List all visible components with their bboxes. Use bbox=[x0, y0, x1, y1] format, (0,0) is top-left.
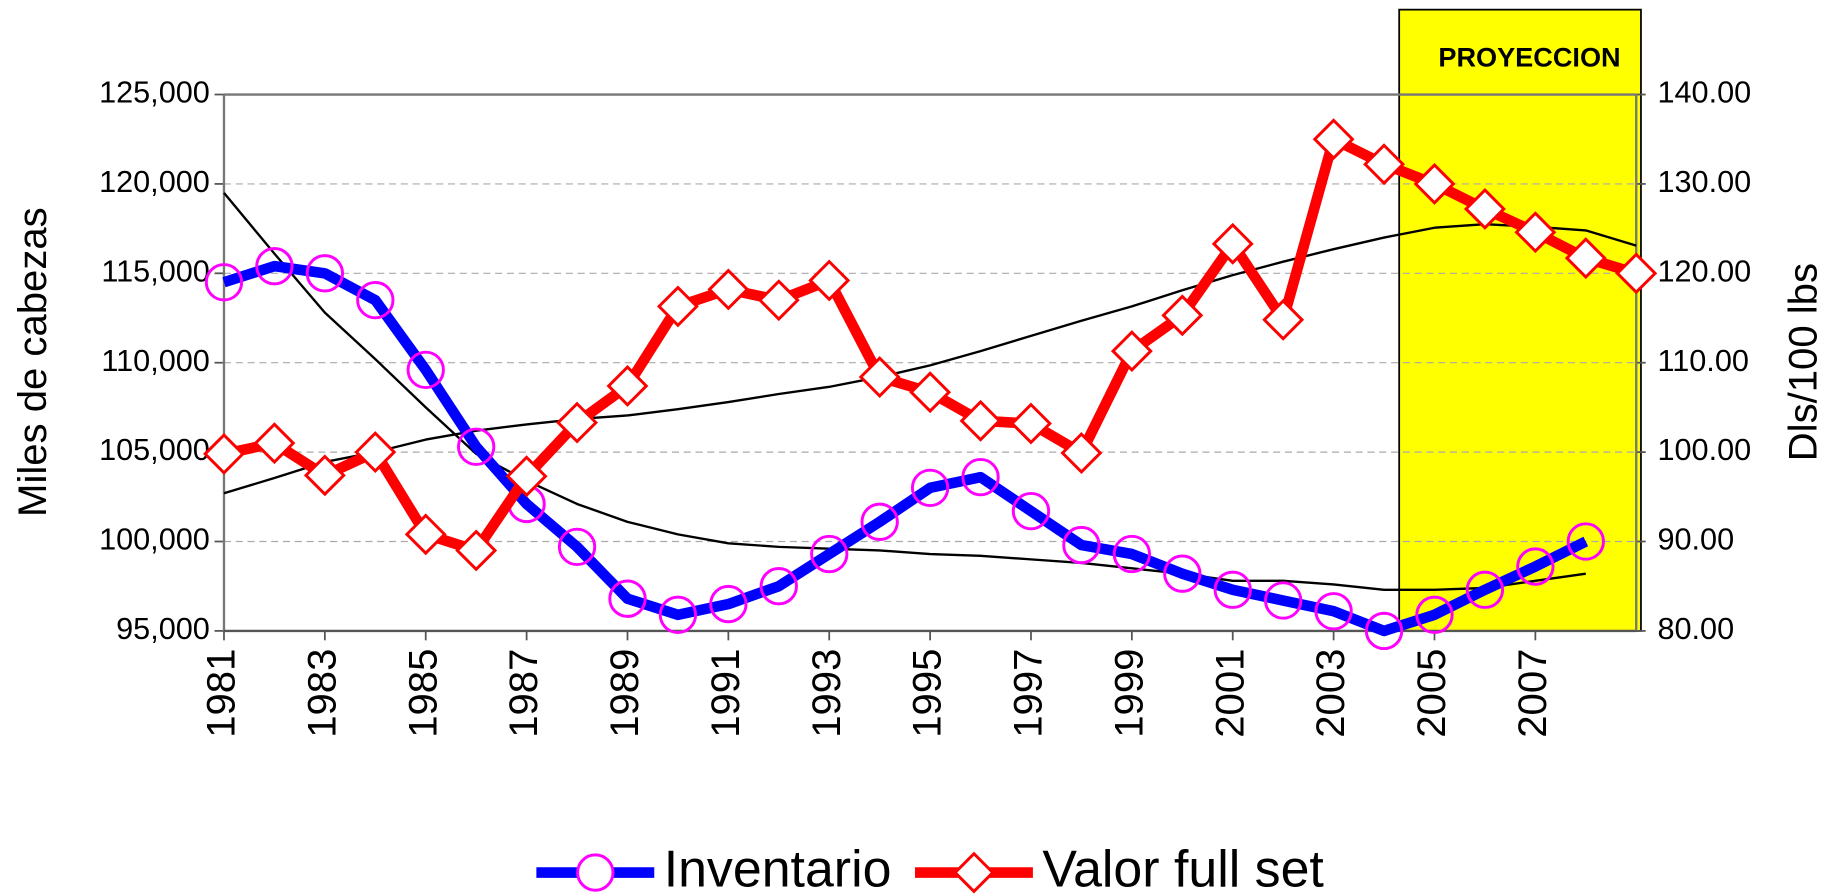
legend-marker bbox=[576, 853, 615, 892]
legend-label: Inventario bbox=[664, 839, 892, 894]
y2-tick-label: 100.00 bbox=[1657, 433, 1751, 467]
y-tick-label: 105,000 bbox=[99, 433, 210, 467]
projection-band bbox=[1398, 8, 1642, 632]
point-marker bbox=[1413, 162, 1456, 205]
x-tick-label: 1987 bbox=[502, 649, 546, 738]
point-marker bbox=[707, 268, 750, 311]
point-marker bbox=[1213, 570, 1252, 609]
y2-tick-label: 120.00 bbox=[1657, 254, 1751, 288]
point-marker bbox=[959, 399, 1002, 442]
y2-axis-title: Dls/100 lbs bbox=[1782, 263, 1826, 461]
point-marker bbox=[303, 454, 346, 497]
x-tick-label: 1985 bbox=[401, 649, 445, 738]
point-marker bbox=[1264, 581, 1303, 620]
legend-marker bbox=[953, 851, 995, 894]
point-marker bbox=[860, 502, 899, 541]
point-marker bbox=[557, 527, 597, 567]
point-marker bbox=[1364, 611, 1404, 651]
point-marker bbox=[1415, 595, 1454, 634]
x-tick-label: 1991 bbox=[704, 649, 748, 738]
point-marker bbox=[1566, 522, 1605, 561]
x-tick-label: 1997 bbox=[1007, 649, 1051, 738]
point-marker bbox=[305, 254, 345, 293]
point-marker bbox=[455, 529, 498, 572]
point-marker bbox=[1514, 211, 1557, 254]
y-tick-label: 120,000 bbox=[99, 165, 210, 199]
point-marker bbox=[204, 263, 244, 302]
point-marker bbox=[1062, 525, 1101, 565]
projection-label: PROYECCION bbox=[1438, 41, 1620, 72]
y-tick-label: 125,000 bbox=[99, 76, 210, 110]
point-marker bbox=[910, 468, 950, 508]
point-marker bbox=[457, 427, 496, 466]
point-marker bbox=[656, 285, 699, 328]
point-marker bbox=[1564, 237, 1607, 280]
y2-tick-label: 130.00 bbox=[1657, 165, 1751, 199]
point-marker bbox=[1615, 252, 1658, 295]
point-marker bbox=[658, 595, 698, 634]
y2-tick-label: 80.00 bbox=[1657, 612, 1734, 646]
point-marker bbox=[810, 534, 849, 574]
point-marker bbox=[505, 455, 548, 498]
y-tick-label: 100,000 bbox=[99, 523, 210, 557]
point-marker bbox=[759, 567, 798, 606]
point-marker bbox=[1011, 491, 1051, 531]
point-marker bbox=[253, 422, 296, 465]
point-marker bbox=[354, 431, 397, 474]
point-marker bbox=[757, 279, 800, 322]
x-tick-label: 1993 bbox=[805, 649, 849, 738]
y2-tick-label: 140.00 bbox=[1657, 76, 1751, 110]
trend-line bbox=[223, 222, 1637, 495]
series-line bbox=[222, 260, 1589, 637]
point-marker bbox=[1516, 547, 1555, 586]
point-marker bbox=[961, 457, 1000, 497]
point-marker bbox=[556, 401, 598, 444]
point-marker bbox=[1163, 554, 1202, 593]
y2-tick-label: 110.00 bbox=[1657, 344, 1748, 378]
point-marker bbox=[1161, 294, 1204, 337]
point-marker bbox=[1314, 592, 1353, 631]
point-marker bbox=[1112, 534, 1152, 574]
y-tick-label: 95,000 bbox=[116, 612, 210, 646]
point-marker bbox=[1363, 143, 1405, 186]
y2-tick-label: 90.00 bbox=[1657, 523, 1734, 557]
point-marker bbox=[1010, 402, 1052, 445]
point-marker bbox=[1262, 298, 1305, 341]
y-tick-label: 110,000 bbox=[101, 344, 209, 378]
point-marker bbox=[808, 259, 851, 302]
point-marker bbox=[356, 280, 395, 320]
x-tick-label: 2003 bbox=[1309, 649, 1353, 738]
y-tick-label: 115,000 bbox=[101, 254, 209, 288]
point-marker bbox=[404, 513, 447, 556]
point-marker bbox=[406, 350, 445, 390]
point-marker bbox=[709, 584, 748, 624]
x-tick-label: 1999 bbox=[1107, 649, 1151, 738]
point-marker bbox=[1312, 118, 1355, 161]
trend-line bbox=[223, 192, 1586, 591]
point-marker bbox=[1463, 188, 1506, 230]
y-axis-title: Miles de cabezas bbox=[11, 207, 55, 517]
point-marker bbox=[909, 371, 952, 414]
x-tick-label: 1981 bbox=[200, 649, 244, 738]
x-tick-label: 2001 bbox=[1208, 649, 1252, 738]
x-tick-label: 2005 bbox=[1410, 649, 1454, 738]
point-marker bbox=[203, 432, 245, 475]
x-tick-label: 1983 bbox=[300, 649, 344, 738]
point-marker bbox=[608, 579, 647, 618]
point-marker bbox=[1211, 222, 1254, 265]
point-marker bbox=[1110, 330, 1153, 373]
point-marker bbox=[1465, 570, 1505, 609]
legend-label: Valor full set bbox=[1042, 839, 1324, 894]
point-marker bbox=[255, 247, 294, 286]
point-marker bbox=[1060, 432, 1103, 474]
x-tick-label: 1989 bbox=[603, 649, 647, 738]
point-marker bbox=[858, 356, 901, 398]
point-marker bbox=[606, 365, 649, 407]
x-tick-label: 1995 bbox=[906, 649, 950, 738]
x-tick-label: 2007 bbox=[1511, 649, 1555, 738]
